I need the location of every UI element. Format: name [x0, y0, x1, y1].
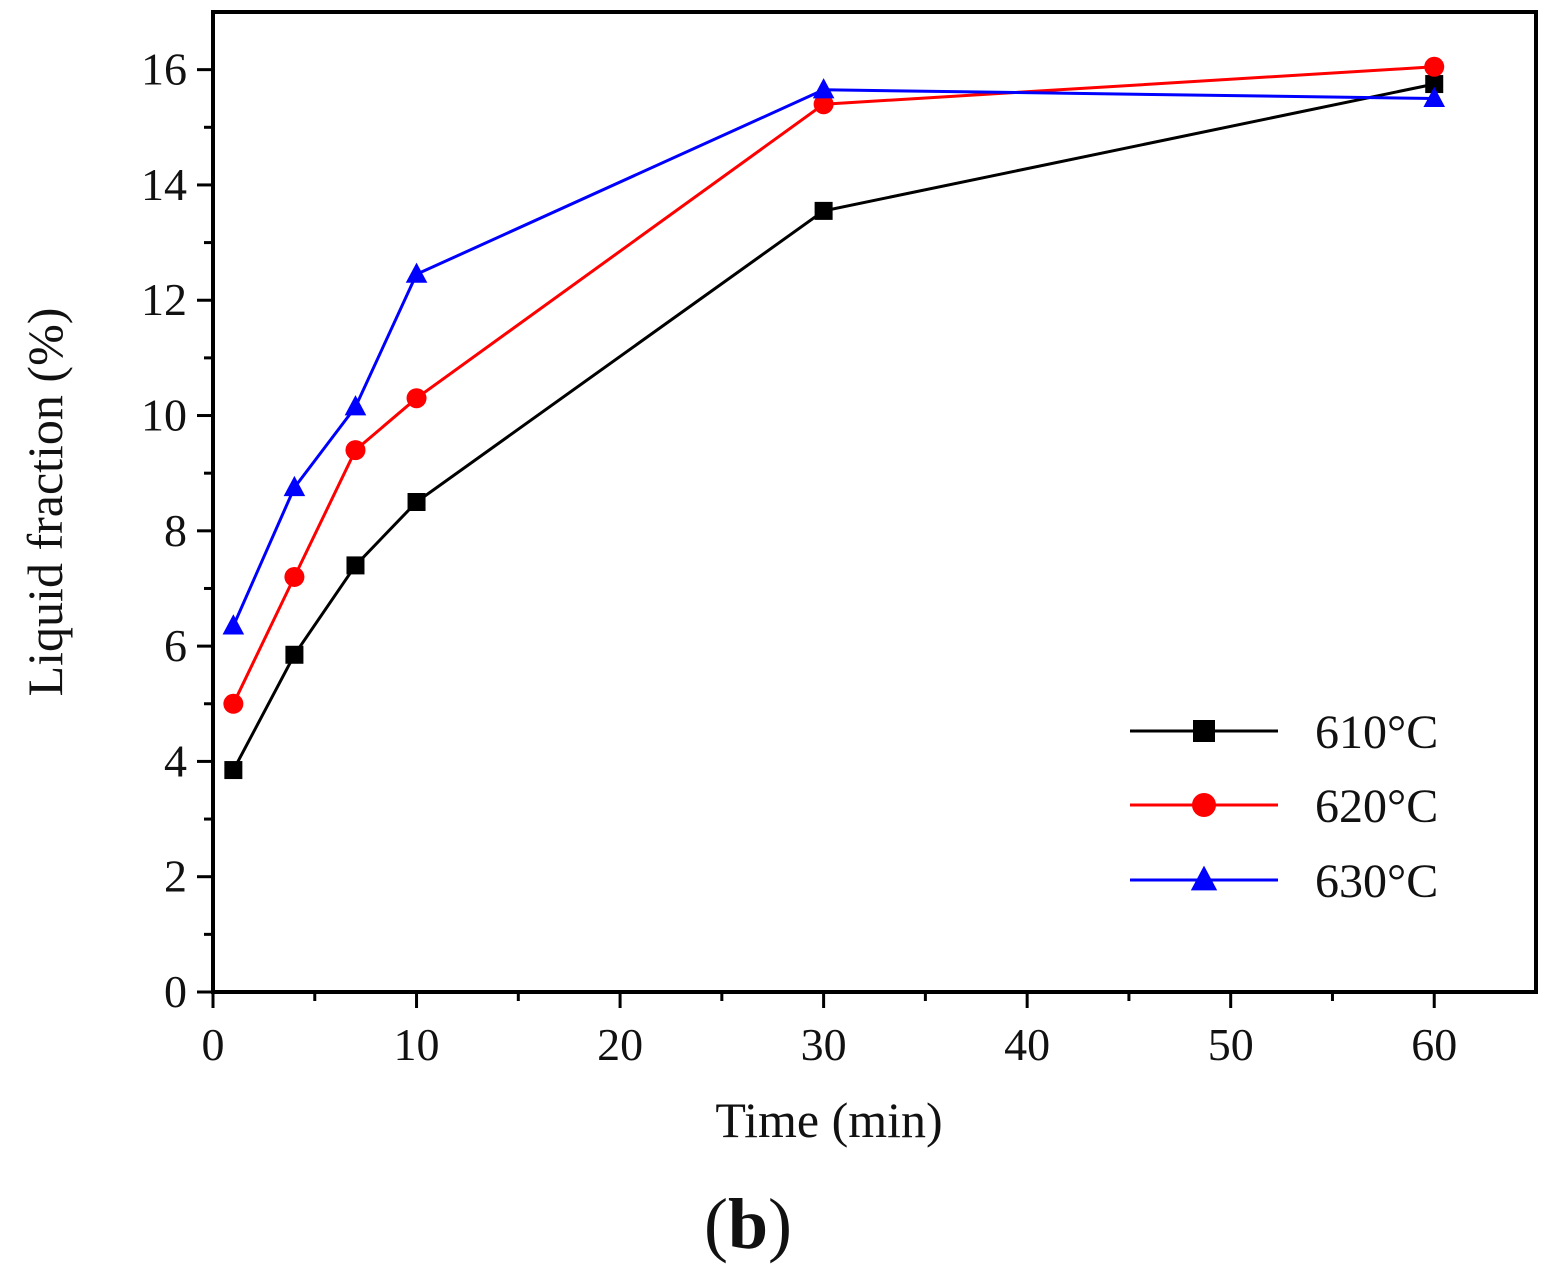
data-point	[224, 761, 243, 780]
y-axis-title: Liquid fraction (%)	[17, 308, 73, 697]
series-3	[222, 78, 1446, 635]
data-point	[406, 388, 427, 409]
data-point	[345, 440, 366, 461]
legend-label: 630°C	[1315, 855, 1438, 908]
panel-label: (b)	[704, 1184, 792, 1264]
data-point	[344, 395, 367, 416]
series-line	[232, 65, 1435, 705]
data-point	[1423, 86, 1446, 107]
x-tick-label: 30	[801, 1019, 847, 1070]
legend-label: 610°C	[1315, 706, 1438, 759]
data-point	[223, 693, 244, 714]
x-tick-label: 50	[1208, 1019, 1254, 1070]
legend: 610°C 620°C 630°C	[1130, 706, 1438, 908]
legend-marker	[1192, 793, 1216, 817]
plot-frame	[211, 10, 1538, 994]
y-tick-label: 2	[164, 851, 187, 902]
y-tick-label: 14	[141, 159, 187, 210]
legend-item-1: 610°C	[1130, 706, 1438, 759]
y-tick-label: 6	[164, 620, 187, 671]
data-point	[814, 201, 833, 220]
data-point	[283, 475, 306, 497]
x-tick-label: 0	[202, 1019, 225, 1070]
panel-label-letter: b	[728, 1184, 768, 1264]
series-2	[223, 56, 1445, 714]
data-point	[812, 78, 835, 99]
y-tick-label: 10	[141, 390, 187, 441]
x-tick-label: 10	[394, 1019, 440, 1070]
series-layer	[222, 56, 1446, 780]
axis-ticks: 0 10 20 30 40 50 60 0 2 4 6 8 10 12 14 16	[141, 44, 1457, 1070]
y-tick-label: 16	[141, 44, 187, 95]
y-tick-label: 4	[164, 735, 187, 786]
data-point	[405, 262, 428, 283]
panel-label-close: )	[768, 1184, 792, 1264]
legend-item-2: 620°C	[1130, 780, 1438, 833]
x-axis-title: Time (min)	[715, 1092, 942, 1148]
x-tick-label: 20	[597, 1019, 643, 1070]
legend-label: 620°C	[1315, 780, 1438, 833]
data-point	[407, 493, 426, 511]
series-line	[232, 82, 1435, 771]
data-point	[813, 94, 834, 115]
data-point	[346, 556, 365, 575]
data-point	[284, 566, 305, 587]
data-point	[222, 614, 245, 635]
x-tick-label: 40	[1004, 1019, 1050, 1070]
data-point	[1425, 75, 1444, 94]
series-line	[232, 88, 1435, 627]
legend-item-3: 630°C	[1130, 855, 1438, 908]
y-tick-label: 12	[141, 274, 187, 325]
series-1	[224, 75, 1444, 780]
y-tick-label: 8	[164, 505, 187, 556]
legend-marker	[1193, 720, 1215, 742]
panel-label-open: (	[704, 1184, 728, 1264]
legend-marker	[1190, 865, 1218, 891]
data-point	[285, 645, 304, 664]
data-point	[1424, 56, 1445, 77]
x-tick-label: 60	[1411, 1019, 1457, 1070]
y-tick-label: 0	[164, 966, 187, 1017]
